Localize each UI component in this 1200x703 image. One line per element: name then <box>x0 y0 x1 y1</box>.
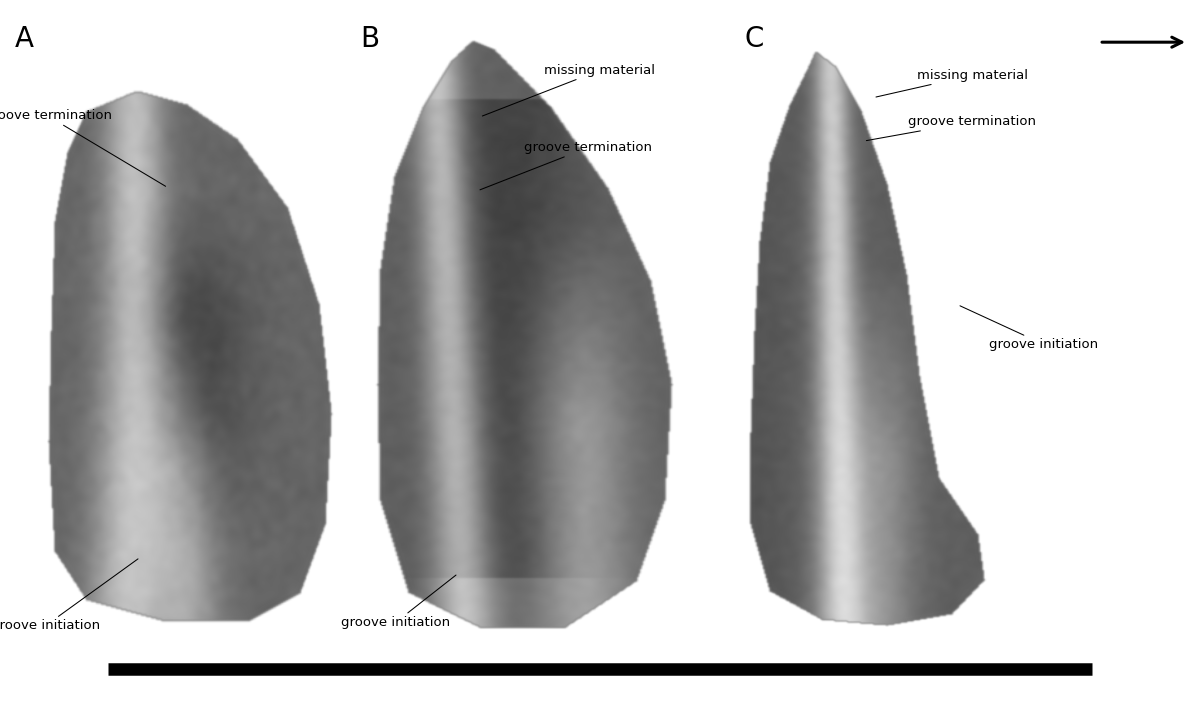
Text: groove initiation: groove initiation <box>960 306 1098 351</box>
Text: missing material: missing material <box>482 64 655 116</box>
Text: groove termination: groove termination <box>480 141 652 190</box>
Text: groove initiation: groove initiation <box>0 559 138 632</box>
Text: A: A <box>14 25 34 53</box>
Text: groove termination: groove termination <box>0 110 166 186</box>
Text: groove initiation: groove initiation <box>342 575 456 628</box>
Text: missing material: missing material <box>876 69 1027 97</box>
Text: groove termination: groove termination <box>866 115 1036 141</box>
Text: C: C <box>744 25 763 53</box>
Text: B: B <box>360 25 379 53</box>
